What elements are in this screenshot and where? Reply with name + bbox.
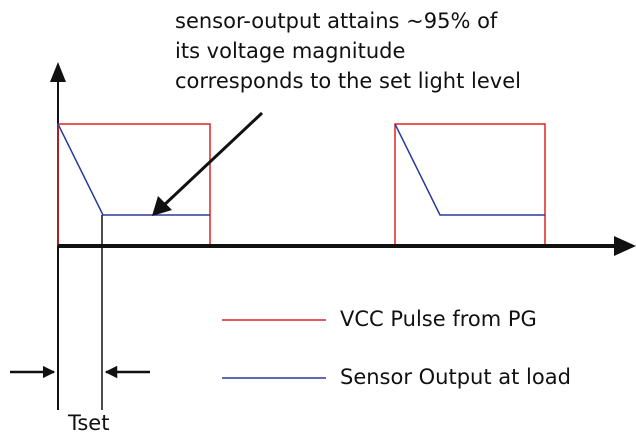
annotation-arrow (160, 111, 264, 209)
tset-label: Tset (67, 411, 109, 435)
legend-label: Sensor Output at load (340, 365, 571, 389)
annotation-arrowhead (152, 196, 172, 216)
sensor-output (57, 123, 210, 216)
y-arrowhead (50, 62, 66, 82)
annotation-line: its voltage magnitude (175, 39, 405, 63)
sensor-output (394, 123, 545, 216)
x-arrowhead (614, 236, 636, 256)
annotation-line: sensor-output attains ~95% of (175, 9, 498, 33)
annotation-line: corresponds to the set light level (175, 69, 521, 93)
legend-label: VCC Pulse from PG (340, 307, 537, 331)
vcc-pulse (394, 123, 546, 246)
